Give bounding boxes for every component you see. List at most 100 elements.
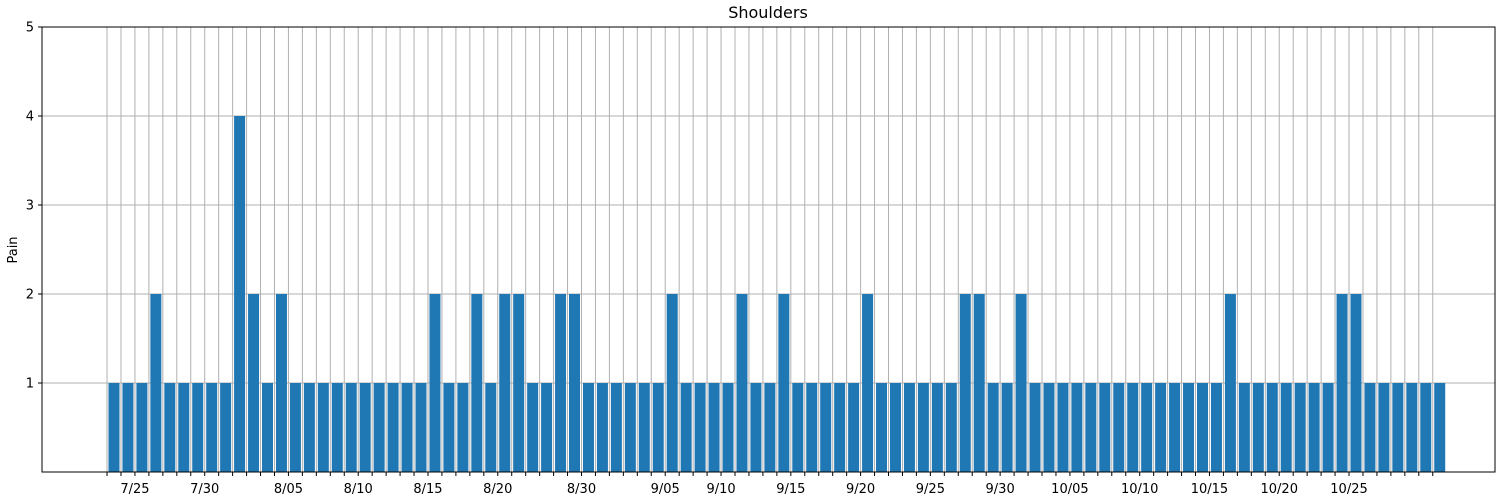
x-tick-label: 8/20 — [483, 482, 512, 497]
bar — [708, 383, 720, 472]
bar — [1099, 383, 1111, 472]
bar — [555, 294, 567, 472]
bar — [513, 294, 525, 472]
bar — [1406, 383, 1418, 472]
x-tick-label: 9/25 — [916, 482, 945, 497]
x-tick-label: 8/30 — [567, 482, 596, 497]
bars — [108, 116, 1446, 472]
bar — [1434, 383, 1446, 472]
bar — [582, 383, 594, 472]
bar — [1071, 383, 1083, 472]
bar — [1085, 383, 1097, 472]
bar — [1252, 383, 1264, 472]
bar — [1155, 383, 1167, 472]
bar — [136, 383, 148, 472]
bar — [1169, 383, 1181, 472]
bar — [1029, 383, 1041, 472]
bar — [443, 383, 455, 472]
bar — [289, 383, 301, 472]
bar — [1141, 383, 1153, 472]
bar — [178, 383, 190, 472]
bar — [401, 383, 413, 472]
bar — [736, 294, 748, 472]
bar — [303, 383, 315, 472]
bar — [666, 294, 678, 472]
bar — [150, 294, 162, 472]
bar — [862, 294, 874, 472]
bar — [694, 383, 706, 472]
bar — [1266, 383, 1278, 472]
bar — [876, 383, 888, 472]
bar — [275, 294, 287, 472]
bar — [457, 383, 469, 472]
bar — [1210, 383, 1222, 472]
y-tick-label: 5 — [26, 21, 34, 36]
bar — [387, 383, 399, 472]
x-tick-label: 9/30 — [986, 482, 1015, 497]
bar — [234, 116, 246, 472]
x-tick-label: 9/20 — [846, 482, 875, 497]
bar — [1336, 294, 1348, 472]
bar — [331, 383, 343, 472]
x-tick-label: 9/15 — [776, 482, 805, 497]
bar — [778, 294, 790, 472]
x-tick-label: 8/15 — [413, 482, 442, 497]
bar — [1378, 383, 1390, 472]
bar — [429, 294, 441, 472]
bar — [1183, 383, 1195, 472]
x-tick-label: 10/10 — [1121, 482, 1158, 497]
bar — [596, 383, 608, 472]
bar — [987, 383, 999, 472]
x-tick-label: 10/25 — [1330, 482, 1367, 497]
bar — [317, 383, 329, 472]
x-tick-label: 10/05 — [1051, 482, 1088, 497]
bar — [164, 383, 176, 472]
bar — [1057, 383, 1069, 472]
bar — [1238, 383, 1250, 472]
bar — [262, 383, 274, 472]
bar — [834, 383, 846, 472]
x-tick-label: 10/15 — [1191, 482, 1228, 497]
bar — [1364, 383, 1376, 472]
bar — [122, 383, 134, 472]
bar — [624, 383, 636, 472]
bar — [638, 383, 650, 472]
bar — [610, 383, 622, 472]
bar — [499, 294, 511, 472]
bar — [945, 383, 957, 472]
bar — [373, 383, 385, 472]
x-tick-label: 7/25 — [120, 482, 149, 497]
x-tick-label: 8/10 — [344, 482, 373, 497]
bar — [1224, 294, 1236, 472]
bar — [527, 383, 539, 472]
bar — [931, 383, 943, 472]
x-tick-label: 9/10 — [706, 482, 735, 497]
y-tick-label: 4 — [26, 110, 34, 125]
axes: 1 2 3 4 5 7/25 7/30 8/05 8/10 8/15 8/20 8/30 9/05 9/1… — [26, 21, 1496, 497]
bar — [722, 383, 734, 472]
bar — [345, 383, 357, 472]
bar — [248, 294, 260, 472]
grid-lines — [42, 26, 1495, 472]
x-tick-label: 10/20 — [1261, 482, 1298, 497]
bar — [1196, 383, 1208, 472]
bar — [1392, 383, 1404, 472]
bar — [359, 383, 371, 472]
bar — [1127, 383, 1139, 472]
bar — [806, 383, 818, 472]
bar — [1294, 383, 1306, 472]
bar — [485, 383, 497, 472]
chart-title: Shoulders — [728, 3, 808, 22]
bar — [206, 383, 218, 472]
bar — [889, 383, 901, 472]
bar — [959, 294, 971, 472]
bar — [220, 383, 232, 472]
bar — [1322, 383, 1334, 472]
bar — [764, 383, 776, 472]
bar — [1015, 294, 1027, 472]
x-tick-label: 7/30 — [190, 482, 219, 497]
bar — [569, 294, 581, 472]
plot-frame — [41, 26, 1496, 473]
bar — [848, 383, 860, 472]
x-tick-label: 8/05 — [274, 482, 303, 497]
